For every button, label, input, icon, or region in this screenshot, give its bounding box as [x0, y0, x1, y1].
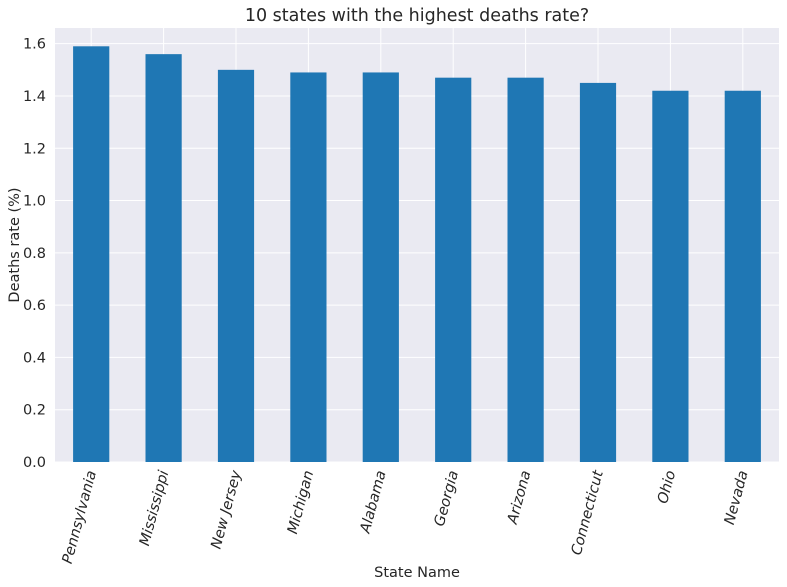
chart-title: 10 states with the highest deaths rate?: [245, 6, 589, 26]
x-tick-label: New Jersey: [209, 468, 245, 550]
bar-pennsylvania: [73, 46, 110, 462]
x-tick-label: Ohio: [655, 469, 679, 506]
y-tick-labels: 0.0 0.2 0.4 0.6 0.8 1.0 1.2 1.4 1.6: [23, 37, 46, 471]
bars: [73, 46, 761, 463]
x-tick-labels: Pennsylvania Mississippi New Jersey Michiga…: [60, 468, 752, 566]
bar-connecticut: [579, 82, 617, 462]
x-tick-label: Nevada: [722, 469, 752, 527]
y-tick-label: 1.2: [23, 141, 46, 157]
x-tick-label: Michigan: [285, 469, 317, 536]
y-tick-label: 0.0: [23, 455, 46, 471]
y-tick-label: 1.4: [23, 89, 46, 105]
bar-new-jersey: [217, 69, 255, 462]
bar-ohio: [652, 90, 689, 463]
bar-alabama: [362, 72, 399, 462]
bar-mississippi: [145, 54, 182, 462]
y-tick-label: 1.6: [23, 37, 46, 53]
x-tick-label: Alabama: [357, 469, 389, 536]
bar-nevada: [724, 90, 761, 463]
y-tick-label: 0.2: [23, 403, 46, 419]
bar-michigan: [290, 72, 327, 462]
x-tick-label: Mississippi: [137, 469, 172, 548]
bar-georgia: [435, 77, 472, 463]
x-tick-label: Pennsylvania: [60, 469, 100, 566]
x-tick-label: Connecticut: [569, 468, 607, 557]
bar-arizona: [507, 77, 544, 463]
y-tick-label: 0.4: [23, 350, 46, 366]
y-tick-label: 0.8: [23, 246, 46, 262]
y-axis-label: Deaths rate (%): [7, 187, 23, 302]
y-tick-label: 0.6: [23, 298, 46, 314]
x-tick-label: Arizona: [505, 469, 535, 527]
y-tick-label: 1.0: [23, 194, 46, 210]
x-tick-label: Georgia: [432, 469, 462, 528]
x-axis-label: State Name: [374, 565, 460, 581]
